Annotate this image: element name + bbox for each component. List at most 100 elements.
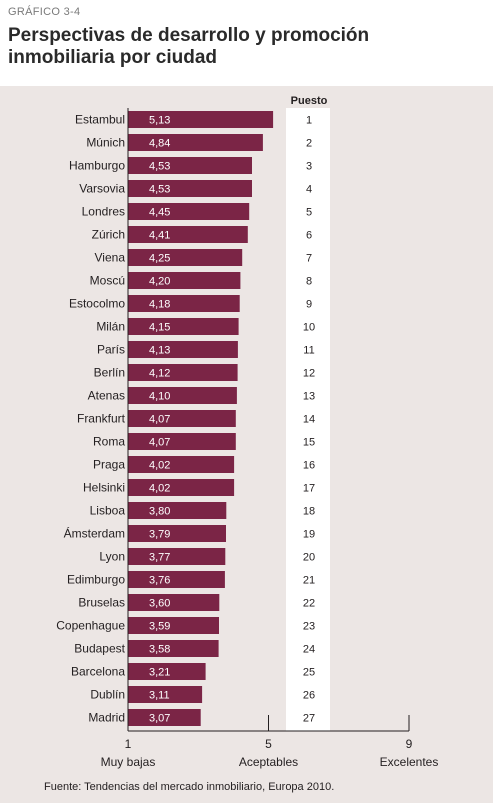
bar (128, 364, 238, 381)
value-label: 4,20 (149, 276, 170, 288)
bar (128, 249, 243, 266)
bar (128, 479, 235, 496)
value-label: 4,02 (149, 483, 170, 495)
rank-label: 2 (306, 138, 312, 150)
value-label: 3,21 (149, 667, 170, 679)
value-label: 3,07 (149, 713, 170, 725)
rank-header: Puesto (291, 95, 328, 107)
rank-label: 10 (303, 322, 315, 334)
bar (128, 341, 238, 358)
x-tick-value: 1 (125, 737, 132, 751)
bar (128, 433, 236, 450)
rank-label: 18 (303, 506, 315, 518)
bar (128, 502, 227, 519)
category-label: Budapest (74, 642, 125, 656)
value-label: 4,53 (149, 184, 170, 196)
category-label: Zúrich (92, 228, 125, 242)
value-label: 3,76 (149, 575, 170, 587)
category-label: Atenas (88, 389, 125, 403)
bar (128, 226, 248, 243)
x-tick-label: Aceptables (239, 755, 298, 769)
value-label: 3,79 (149, 529, 170, 541)
bar (128, 640, 219, 657)
bar (128, 111, 274, 128)
rank-label: 3 (306, 161, 312, 173)
x-tick-value: 5 (265, 737, 272, 751)
bar (128, 295, 240, 312)
bar (128, 663, 206, 680)
bar (128, 203, 250, 220)
category-label: Estambul (75, 113, 125, 127)
rank-label: 23 (303, 621, 315, 633)
bar (128, 594, 220, 611)
value-label: 4,45 (149, 207, 170, 219)
x-tick-value: 9 (406, 737, 413, 751)
category-label: Hamburgo (69, 159, 125, 173)
rank-label: 17 (303, 483, 315, 495)
category-label: Roma (93, 435, 125, 449)
bar (128, 571, 225, 588)
x-tick-label: Muy bajas (101, 755, 156, 769)
value-label: 4,15 (149, 322, 170, 334)
rank-label: 22 (303, 598, 315, 610)
category-label: Moscú (90, 274, 125, 288)
category-label: Viena (95, 251, 126, 265)
category-label: Praga (93, 458, 125, 472)
value-label: 4,13 (149, 345, 170, 357)
value-label: 4,84 (149, 138, 170, 150)
bar (128, 410, 236, 427)
category-label: Berlín (94, 366, 125, 380)
bar (128, 686, 203, 703)
category-label: Madrid (88, 711, 125, 725)
value-label: 4,07 (149, 414, 170, 426)
bar (128, 709, 201, 726)
source-note: Fuente: Tendencias del mercado inmobilia… (44, 781, 334, 793)
category-label: Edimburgo (67, 573, 125, 587)
rank-label: 19 (303, 529, 315, 541)
value-label: 4,25 (149, 253, 170, 265)
category-label: Varsovia (79, 182, 125, 196)
value-label: 3,80 (149, 506, 170, 518)
value-label: 3,58 (149, 644, 170, 656)
chart-header: GRÁFICO 3-4 Perspectivas de desarrollo y… (0, 0, 493, 86)
category-label: Milán (96, 320, 125, 334)
bar (128, 272, 241, 289)
rank-column-bg (286, 108, 330, 731)
bar (128, 548, 226, 565)
rank-label: 6 (306, 230, 312, 242)
rank-label: 26 (303, 690, 315, 702)
rank-label: 24 (303, 644, 315, 656)
bar (128, 318, 239, 335)
rank-label: 1 (306, 115, 312, 127)
category-label: Lyon (99, 550, 125, 564)
rank-label: 11 (303, 345, 314, 357)
value-label: 4,53 (149, 161, 170, 173)
category-label: Barcelona (71, 665, 125, 679)
category-label: Múnich (86, 136, 125, 150)
rank-label: 9 (306, 299, 312, 311)
value-label: 4,10 (149, 391, 170, 403)
rank-label: 12 (303, 368, 315, 380)
rank-label: 4 (306, 184, 312, 196)
rank-label: 25 (303, 667, 315, 679)
bar (128, 456, 235, 473)
value-label: 4,18 (149, 299, 170, 311)
bar (128, 134, 263, 151)
x-tick-label: Excelentes (380, 755, 439, 769)
rank-label: 14 (303, 414, 315, 426)
category-label: Copenhague (56, 619, 125, 633)
rank-label: 16 (303, 460, 315, 472)
chart-title: Perspectivas de desarrollo y promoción i… (8, 25, 370, 68)
value-label: 3,60 (149, 598, 170, 610)
category-label: Lisboa (90, 504, 126, 518)
value-label: 3,11 (149, 690, 170, 702)
rank-label: 27 (303, 713, 315, 725)
category-label: París (97, 343, 125, 357)
value-label: 4,07 (149, 437, 170, 449)
rank-label: 20 (303, 552, 315, 564)
bar (128, 387, 237, 404)
bar (128, 617, 219, 634)
value-label: 4,12 (149, 368, 170, 380)
rank-label: 13 (303, 391, 315, 403)
